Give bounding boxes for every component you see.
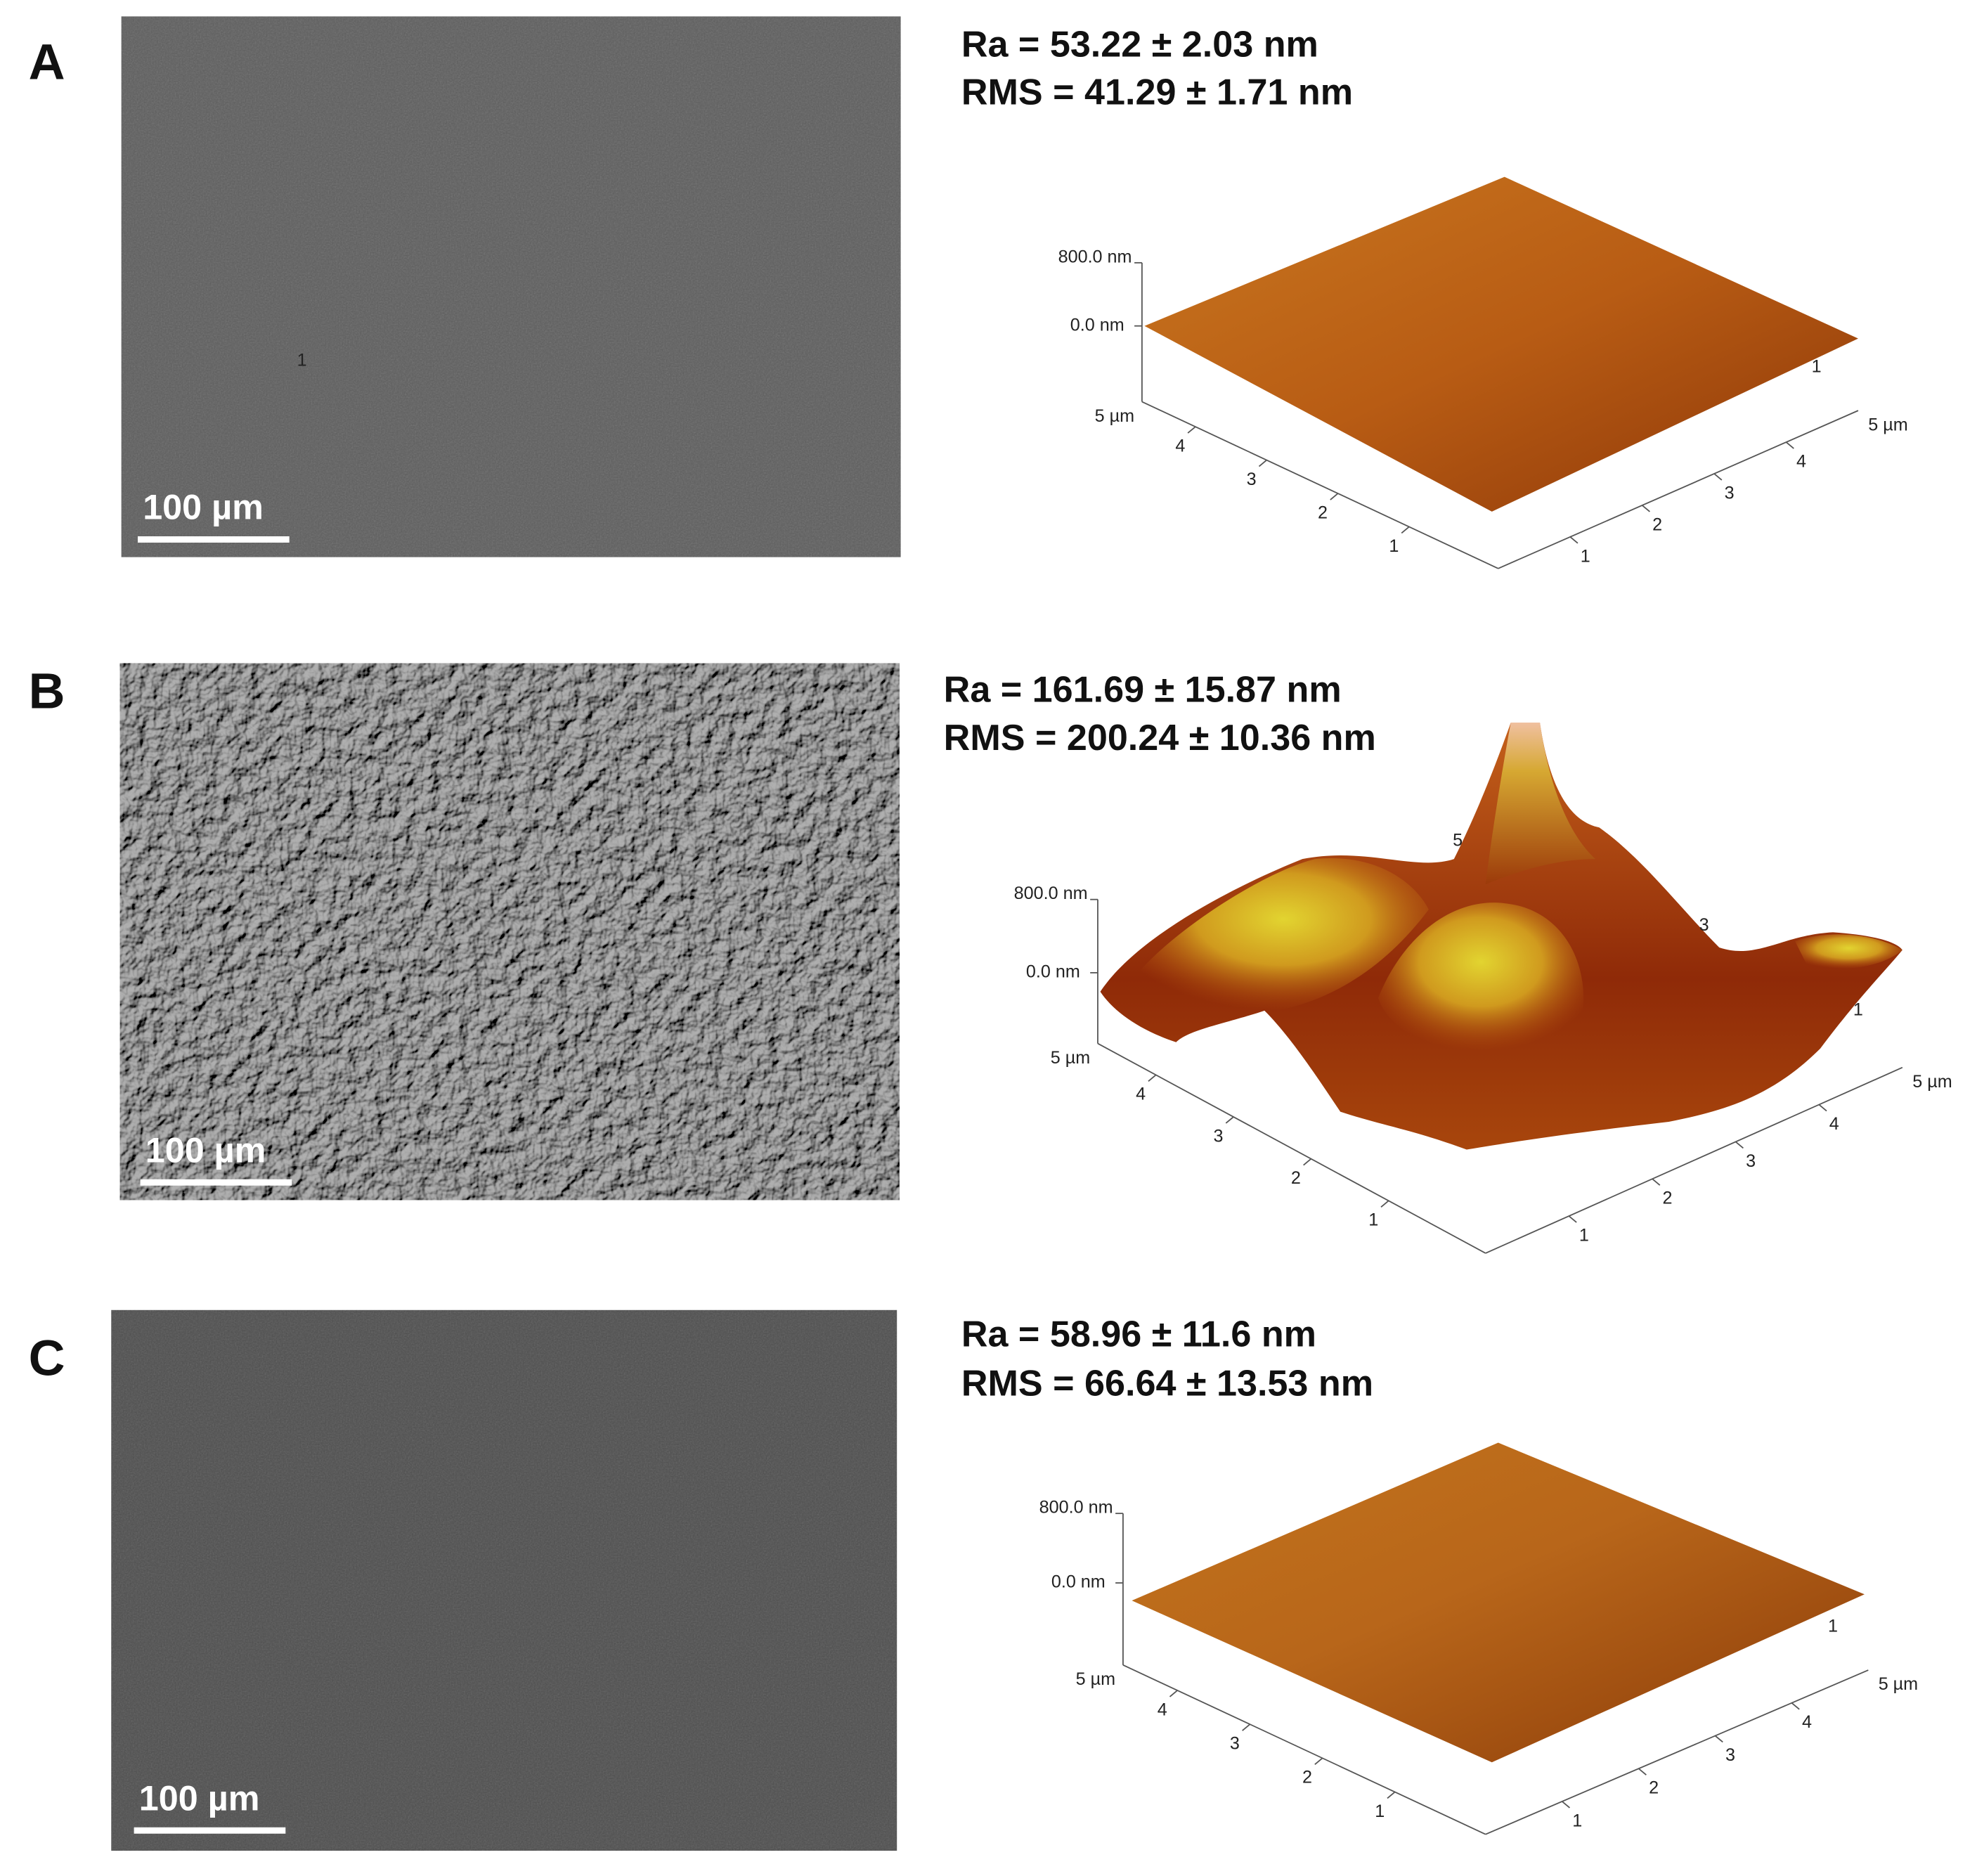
scale-bar-label: 100 µm	[145, 1130, 266, 1170]
y-tick-label: 1	[1389, 536, 1399, 556]
x-tick-label: 2	[1652, 515, 1662, 534]
z-tick-label: 0.0 nm	[1070, 315, 1124, 335]
y-tick	[1387, 1791, 1396, 1799]
y-axis	[1141, 401, 1499, 569]
x-tick	[1568, 1215, 1577, 1223]
afm-inner-label: 1	[1853, 1000, 1863, 1019]
x-axis	[1485, 1669, 1869, 1835]
scale-bar-label: 100 µm	[139, 1778, 260, 1818]
roughness-ra: Ra = 58.96 ± 11.6 nm	[961, 1314, 1316, 1354]
y-tick-label: 3	[1230, 1734, 1240, 1754]
x-tick	[1652, 1178, 1661, 1186]
roughness-rms: RMS = 200.24 ± 10.36 nm	[944, 718, 1376, 758]
x-axis-end: 5 µm	[1868, 415, 1907, 434]
x-tick-label: 4	[1796, 451, 1806, 471]
y-tick-label: 4	[1136, 1085, 1146, 1104]
y-tick	[1169, 1690, 1178, 1697]
roughness-rms: RMS = 66.64 ± 13.53 nm	[961, 1363, 1373, 1404]
x-tick-label: 3	[1725, 1745, 1735, 1765]
y-tick	[1314, 1757, 1323, 1765]
afm-surface	[1144, 176, 1858, 512]
x-axis-end: 5 µm	[1912, 1072, 1952, 1092]
roughness-ra: Ra = 161.69 ± 15.87 nm	[944, 670, 1342, 711]
x-tick	[1642, 505, 1650, 512]
afm-inner-label: 5	[1453, 831, 1463, 850]
y-tick-label: 2	[1302, 1768, 1312, 1787]
x-tick-label: 2	[1649, 1778, 1659, 1798]
y-tick	[1187, 426, 1196, 434]
x-tick	[1569, 536, 1579, 544]
z-tick-label: 800.0 nm	[1014, 884, 1088, 903]
x-tick	[1713, 473, 1723, 481]
afm-inner-label: 3	[1699, 915, 1709, 935]
y-tick	[1380, 1200, 1389, 1208]
z-tick-label: 800.0 nm	[1058, 247, 1132, 266]
y-axis	[1097, 1042, 1486, 1254]
afm-surface	[1485, 723, 1596, 885]
x-tick-label: 1	[1579, 1225, 1589, 1245]
y-tick	[1330, 493, 1339, 500]
y-axis-end: 5 µm	[1095, 406, 1134, 426]
y-axis	[1122, 1664, 1486, 1835]
afm-inner-label: 1	[1828, 1617, 1838, 1636]
y-tick-label: 3	[1247, 470, 1257, 489]
x-tick	[1562, 1801, 1571, 1809]
x-tick	[1638, 1768, 1647, 1775]
x-axis-end: 5 µm	[1879, 1674, 1918, 1694]
afm-inner-label: 1	[297, 351, 307, 370]
y-tick	[1242, 1723, 1251, 1731]
panel-label: B	[29, 664, 65, 720]
x-tick-label: 4	[1802, 1712, 1812, 1732]
y-tick	[1401, 526, 1410, 534]
afm-surface	[1795, 934, 1903, 969]
x-tick-label: 3	[1746, 1151, 1756, 1171]
roughness-rms: RMS = 41.29 ± 1.71 nm	[961, 72, 1353, 113]
y-tick	[1225, 1116, 1234, 1124]
scale-bar-label: 100 µm	[143, 487, 264, 527]
y-tick-label: 2	[1318, 503, 1328, 522]
x-tick-label: 2	[1663, 1189, 1673, 1208]
x-tick-label: 1	[1572, 1811, 1582, 1830]
sem-texture	[121, 16, 901, 557]
x-tick-label: 1	[1581, 546, 1590, 566]
y-tick-label: 4	[1175, 436, 1185, 456]
y-tick	[1148, 1074, 1157, 1082]
sem-texture	[119, 663, 900, 1201]
y-tick	[1258, 459, 1267, 467]
afm-surface	[1132, 1442, 1865, 1763]
panel-label: C	[29, 1330, 65, 1386]
y-tick-label: 1	[1368, 1210, 1378, 1230]
x-tick	[1791, 1702, 1800, 1710]
x-tick-label: 3	[1725, 483, 1735, 503]
y-axis-end: 5 µm	[1051, 1048, 1090, 1068]
z-tick-label: 0.0 nm	[1026, 962, 1080, 982]
panel-label: A	[29, 34, 65, 90]
y-tick-label: 4	[1158, 1700, 1167, 1719]
afm-inner-label: 1	[1812, 357, 1822, 377]
y-tick-label: 3	[1214, 1126, 1224, 1146]
x-tick-label: 4	[1829, 1114, 1839, 1134]
afm-surface	[1378, 903, 1584, 1052]
x-tick	[1735, 1141, 1744, 1149]
z-tick-label: 800.0 nm	[1039, 1498, 1113, 1518]
z-tick-label: 0.0 nm	[1051, 1572, 1106, 1592]
y-tick	[1303, 1158, 1312, 1166]
afm-surface	[1138, 858, 1429, 1011]
x-axis	[1498, 410, 1859, 569]
y-tick-label: 2	[1291, 1168, 1301, 1188]
x-tick	[1714, 1735, 1723, 1743]
x-axis	[1485, 1066, 1903, 1254]
sem-texture	[111, 1309, 897, 1851]
y-axis-end: 5 µm	[1076, 1669, 1115, 1689]
y-tick-label: 1	[1375, 1801, 1385, 1821]
x-tick	[1818, 1104, 1827, 1112]
x-tick	[1785, 441, 1794, 449]
roughness-ra: Ra = 53.22 ± 2.03 nm	[961, 24, 1318, 65]
